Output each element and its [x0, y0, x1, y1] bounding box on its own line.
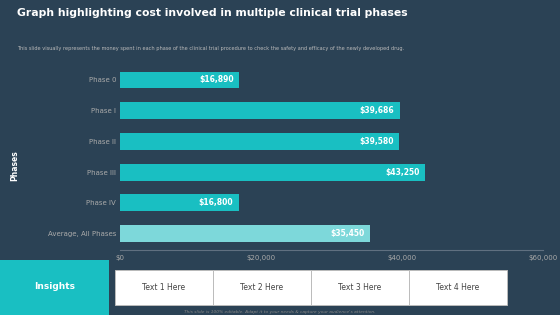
Bar — [120, 102, 400, 119]
Bar — [120, 133, 399, 150]
Text: Text 2 Here: Text 2 Here — [240, 283, 283, 292]
Text: Insights: Insights — [34, 282, 75, 291]
Text: $16,800: $16,800 — [199, 198, 233, 207]
Text: $39,580: $39,580 — [359, 137, 394, 146]
Text: Text 1 Here: Text 1 Here — [142, 283, 185, 292]
Bar — [120, 225, 370, 242]
Text: Text 4 Here: Text 4 Here — [436, 283, 479, 292]
Text: Cost (in USD): Cost (in USD) — [300, 279, 363, 288]
Text: This slide visually represents the money spent in each phase of the clinical tri: This slide visually represents the money… — [17, 46, 404, 51]
Bar — [120, 72, 240, 89]
Text: $35,450: $35,450 — [330, 229, 365, 238]
FancyBboxPatch shape — [213, 270, 311, 305]
Text: Text 3 Here: Text 3 Here — [338, 283, 381, 292]
Text: $39,686: $39,686 — [360, 106, 394, 115]
Bar — [120, 163, 425, 180]
Text: This slide is 100% editable. Adapt it to your needs & capture your audience's at: This slide is 100% editable. Adapt it to… — [184, 310, 376, 314]
FancyBboxPatch shape — [0, 260, 109, 315]
Bar — [120, 194, 239, 211]
Text: $43,250: $43,250 — [385, 168, 419, 177]
Text: Graph highlighting cost involved in multiple clinical trial phases: Graph highlighting cost involved in mult… — [17, 8, 408, 18]
FancyBboxPatch shape — [115, 270, 213, 305]
Text: Phases: Phases — [10, 150, 19, 181]
FancyBboxPatch shape — [311, 270, 409, 305]
FancyBboxPatch shape — [409, 270, 507, 305]
Text: $16,890: $16,890 — [199, 76, 234, 84]
